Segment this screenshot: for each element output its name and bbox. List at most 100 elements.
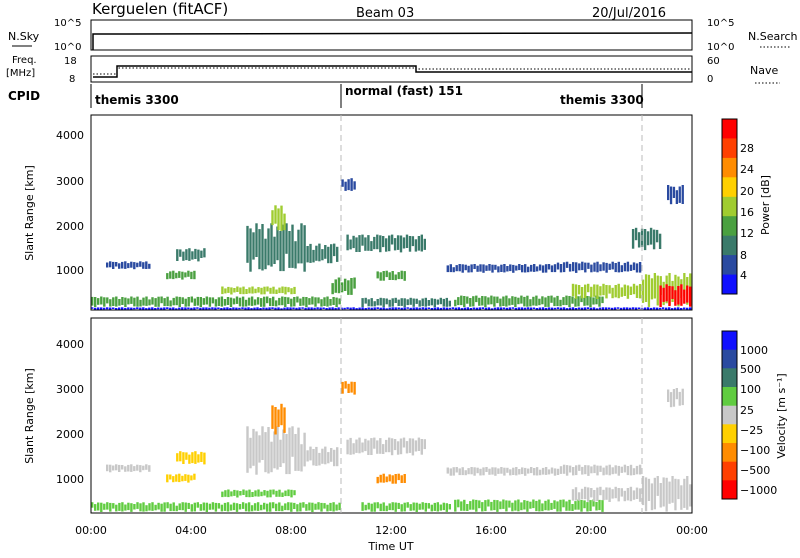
velocity-cell <box>446 467 449 474</box>
colorbar-cell <box>722 331 737 351</box>
velocity-cell <box>379 503 382 512</box>
velocity-cell <box>190 475 193 481</box>
velocity-cell <box>571 504 574 511</box>
velocity-cell <box>278 489 281 497</box>
power-cell <box>382 236 385 248</box>
power-cell <box>310 307 313 310</box>
power-cell <box>599 286 602 296</box>
power-cell <box>256 307 259 310</box>
velocity-cell <box>605 465 608 475</box>
velocity-cell <box>254 490 257 497</box>
velocity-cell <box>411 438 415 456</box>
power-cell <box>587 283 590 293</box>
power-cell <box>490 308 494 310</box>
power-cell <box>390 234 394 245</box>
power-cell <box>188 248 191 261</box>
velocity-cell <box>382 473 385 483</box>
power-cell <box>269 298 272 307</box>
power-cell <box>529 299 532 307</box>
velocity-cell <box>497 468 500 474</box>
velocity-cell <box>154 504 157 511</box>
power-cell <box>367 235 370 251</box>
power-cell <box>109 299 112 307</box>
velocity-cell <box>291 426 294 457</box>
power-cell <box>445 297 448 307</box>
power-cell <box>242 286 245 295</box>
velocity-cell <box>139 465 142 473</box>
velocity-cell <box>403 474 406 483</box>
power-cell <box>472 307 475 310</box>
power-cell <box>446 265 449 273</box>
velocity-cell <box>270 441 273 473</box>
power-cell <box>293 286 296 294</box>
power-cell <box>303 225 306 272</box>
power-cell <box>287 297 290 304</box>
power-cell <box>166 296 169 307</box>
power-cell <box>175 272 178 279</box>
power-cell <box>199 297 202 308</box>
power-cell <box>424 307 427 310</box>
beam-title: Beam 03 <box>356 6 414 21</box>
power-cell <box>514 307 518 310</box>
power-cell <box>254 288 257 294</box>
power-cell <box>481 307 484 309</box>
power-cell <box>433 307 436 310</box>
power-cell <box>142 307 145 310</box>
velocity-cell <box>611 489 614 499</box>
power-cell <box>334 279 337 293</box>
power-cell <box>517 297 520 305</box>
velocity-cell <box>565 501 568 511</box>
power-cell <box>580 287 584 299</box>
power-cell <box>547 295 550 307</box>
power-cell <box>226 307 229 310</box>
velocity-cell <box>199 504 202 511</box>
power-cell <box>263 296 266 307</box>
power-cell <box>631 307 635 310</box>
power-cell <box>341 179 344 187</box>
power-cell <box>634 227 638 241</box>
power-cell <box>655 307 659 310</box>
power-cell <box>509 264 512 272</box>
power-cell <box>620 287 623 297</box>
power-cell <box>238 307 241 310</box>
power-cell <box>611 261 614 270</box>
power-cell <box>681 185 684 204</box>
power-cell <box>320 299 323 307</box>
power-cell <box>403 298 406 308</box>
power-cell <box>112 307 115 309</box>
power-cell <box>269 287 272 294</box>
power-cbar-tick-28: 28 <box>740 142 754 155</box>
velocity-cell <box>233 489 236 496</box>
power-cell <box>436 299 439 305</box>
velocity-cell <box>584 465 587 475</box>
velocity-cell <box>508 500 511 508</box>
power-cell <box>121 307 124 310</box>
power-cell <box>379 297 382 306</box>
power-cell <box>321 249 324 261</box>
power-cell <box>385 308 388 310</box>
power-cell <box>97 298 100 305</box>
velocity-cell <box>599 465 602 472</box>
velocity-cell <box>556 501 559 512</box>
power-cell <box>506 266 509 272</box>
velocity-cell <box>667 389 670 402</box>
power-cell <box>448 300 451 307</box>
power-cell <box>638 262 642 273</box>
power-cell <box>445 307 448 310</box>
power-cell <box>562 262 566 273</box>
velocity-cell <box>388 474 391 482</box>
power-cell <box>338 298 341 305</box>
nave-tick-bottom: 0 <box>707 74 713 85</box>
power-cell <box>550 295 553 303</box>
velocity-cell <box>181 502 184 511</box>
power-cell <box>476 265 479 272</box>
power-cell <box>635 263 639 273</box>
velocity-cell <box>644 477 648 512</box>
colorbar-cell <box>722 387 737 407</box>
power-cell <box>515 265 518 271</box>
power-cell <box>184 298 187 307</box>
power-cell <box>282 224 285 272</box>
velocity-cell <box>394 502 397 512</box>
velocity-ytick-4000: 4000 <box>56 338 84 351</box>
velocity-cell <box>142 465 145 471</box>
